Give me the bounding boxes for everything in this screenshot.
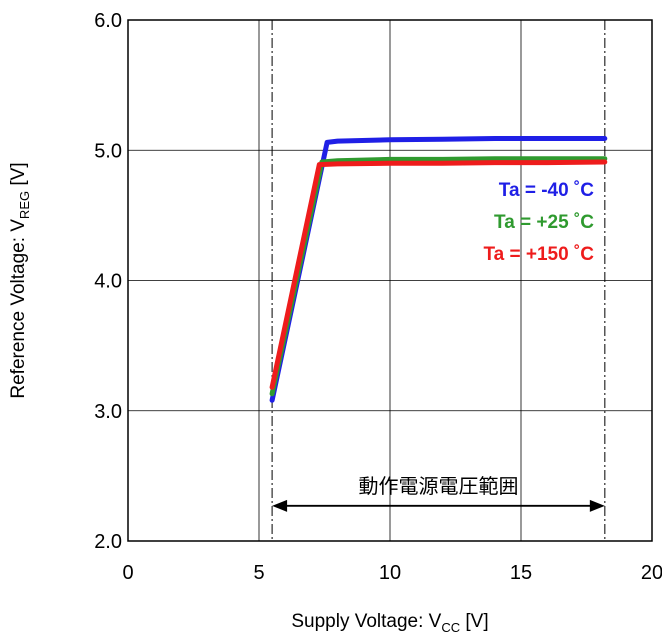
y-tick-label: 4.0 (94, 271, 122, 293)
reference-lines (271, 20, 606, 541)
series-line-1 (269, 136, 608, 403)
series-line-2 (269, 156, 608, 397)
y-tick-label: 3.0 (94, 401, 122, 423)
x-axis-title-sub: CC (441, 620, 460, 635)
y-axis-title-main: Reference Voltage: V (8, 219, 29, 399)
x-axis-title-unit: [V] (460, 611, 489, 632)
x-tick-label: 0 (122, 562, 133, 584)
legend-label-2: Ta = +25 ˚C (494, 212, 594, 233)
legend-label-3: Ta = +150 ˚C (483, 244, 594, 265)
range-arrow-head-left (272, 499, 288, 512)
legend: Ta = -40 ˚C Ta = +25 ˚C Ta = +150 ˚C (483, 180, 594, 265)
x-tick-label: 5 (253, 562, 264, 584)
series-line-3 (269, 159, 608, 390)
data-series (269, 136, 608, 403)
y-axis-title-unit: [V] (8, 162, 29, 191)
range-annotation-label: 動作電源電圧範囲 (358, 474, 518, 498)
y-tick-label: 6.0 (94, 10, 122, 32)
x-tick-label: 10 (379, 562, 401, 584)
y-tick-label: 2.0 (94, 531, 122, 553)
y-tick-label: 5.0 (94, 140, 122, 162)
x-axis-title: Supply Voltage: VCC [V] (291, 611, 488, 635)
y-axis-title: Reference Voltage: VREG [V] (8, 162, 32, 398)
x-tick-label: 20 (641, 562, 662, 584)
range-annotation: 動作電源電圧範囲 (272, 474, 605, 512)
x-tick-labels: 0 5 10 15 20 (122, 562, 662, 584)
x-tick-label: 15 (510, 562, 532, 584)
y-tick-labels: 2.0 3.0 4.0 5.0 6.0 (94, 10, 122, 553)
legend-label-1: Ta = -40 ˚C (499, 180, 594, 201)
range-arrow-head-right (589, 499, 605, 512)
grid-lines (128, 20, 652, 541)
y-axis-title-sub: REG (17, 191, 32, 219)
plot-frame (127, 19, 653, 542)
x-axis-title-main: Supply Voltage: V (291, 611, 441, 632)
